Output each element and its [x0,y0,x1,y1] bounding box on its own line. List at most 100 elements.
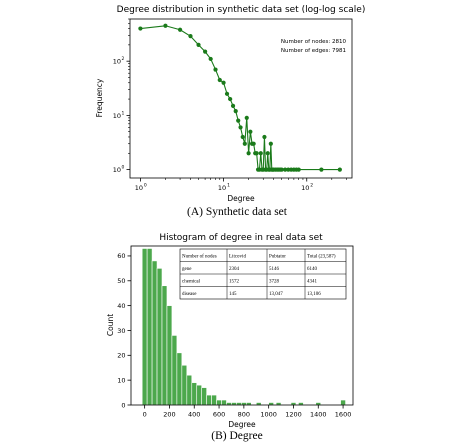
data-point [244,115,249,120]
x-tick-label: 1000 [260,411,277,419]
data-point [221,80,226,85]
chart-a-plot-frame [129,18,353,179]
table-cell: 4341 [307,279,318,284]
histogram-bar [141,248,148,406]
chart-a-annotation-edges: Number of edges: 7981 [281,48,346,54]
data-point [228,96,233,102]
x-tick-label: 400 [188,411,200,419]
data-point [251,141,256,146]
data-point [230,103,236,108]
table-header-cell: Number of nodes [182,254,217,259]
y-tick-label: 60 [117,252,125,260]
data-point [265,151,270,156]
histogram-bar [186,374,193,406]
x-tick-label: 10 [301,184,309,192]
data-point [236,118,241,123]
x-tick-label: 200 [163,411,175,419]
data-point [238,125,243,130]
data-point [242,141,247,146]
table-cell: 3728 [269,279,280,284]
y-tick-label: 10 [113,58,121,66]
data-point [279,167,284,172]
chart-a-x-ticks: 10 0 10 1 10 2 [135,178,347,192]
data-point [163,23,168,28]
data-point [208,56,213,62]
table-cells: Number of nodes Litcovid Pubtator Total (23… [182,254,336,297]
histogram-bar [156,268,163,406]
x-tick-label: 800 [238,411,250,419]
chart-a-x-label: Degree [227,194,255,203]
data-point [203,49,208,54]
data-point [138,26,143,31]
y-tick-label: 20 [117,352,125,360]
table-cell: 5146 [269,267,280,272]
data-point [217,77,222,83]
data-point [246,151,251,156]
x-tick-label: 0 [143,411,147,419]
x-tick-exponent: 2 [310,183,313,189]
histogram-bar [216,399,222,406]
y-tick-label: 10 [113,166,121,174]
chart-b-x-ticks: 0 200 400 600 800 1000 1200 1400 1600 [143,405,352,419]
data-point [258,151,263,156]
node-count-table: Number of nodes Litcovid Pubtator Total (23… [179,248,347,300]
x-tick-label: 1600 [335,411,352,419]
y-tick-label: 30 [117,327,125,335]
data-point [177,27,183,32]
chart-a-series [138,23,342,172]
data-point [196,42,201,47]
x-tick-label: 1200 [285,411,302,419]
data-point [240,134,245,140]
table-cell: 2304 [229,267,240,272]
y-tick-exponent: 1 [122,110,125,116]
histogram-bar [211,394,217,406]
synthetic-degree-chart: Degree distribution in synthetic data se… [95,5,365,203]
x-tick-exponent: 1 [227,183,230,189]
y-tick-label: 10 [113,112,121,120]
x-tick-label: 10 [135,184,143,192]
histogram-bar [181,364,188,406]
caption-b: (B) Degree [211,430,262,442]
y-tick-exponent: 0 [122,165,125,171]
data-point [268,141,273,146]
histogram-bar [206,394,212,406]
data-point [233,109,238,114]
chart-b-title: Histogram of degree in real data set [159,233,323,243]
histogram-bar [340,399,346,406]
x-tick-label: 600 [213,411,225,419]
chart-b-y-label: Count [106,314,115,336]
table-cell: gene [182,267,192,272]
chart-a-annotation-nodes: Number of nodes: 2810 [281,39,347,45]
table-grid [180,249,346,299]
chart-a-y-label: Frequency [95,78,104,117]
table-cell: 145 [229,292,237,297]
data-point [319,167,324,172]
table-cell: disease [182,292,197,297]
table-header-cell: Total (23,587) [307,254,336,259]
table-header-cell: Pubtator [269,254,286,259]
y-tick-exponent: 2 [122,56,125,62]
histogram-bar [151,260,158,406]
histogram-bar [161,285,168,406]
x-tick-exponent: 0 [144,183,147,189]
chart-b-plot-frame [130,245,354,406]
y-tick-label: 40 [117,302,125,310]
x-tick-label: 10 [218,184,226,192]
histogram-bar [176,352,183,406]
table-cell: chemical [182,279,201,284]
histogram-bar [196,384,202,406]
table-cell: 13,047 [269,292,283,297]
chart-b-y-ticks: 0 10 20 30 40 50 60 [117,252,131,409]
data-point [262,134,267,140]
y-tick-label: 0 [121,401,125,409]
histogram-bar [166,305,173,406]
caption-a: (A) Synthetic data set [187,206,288,218]
data-point [224,91,230,96]
table-cell: 13,106 [307,292,321,297]
chart-a-title: Degree distribution in synthetic data se… [117,5,366,15]
data-point [337,167,342,172]
data-point [283,167,288,172]
data-point [213,67,218,72]
data-point [286,167,291,172]
